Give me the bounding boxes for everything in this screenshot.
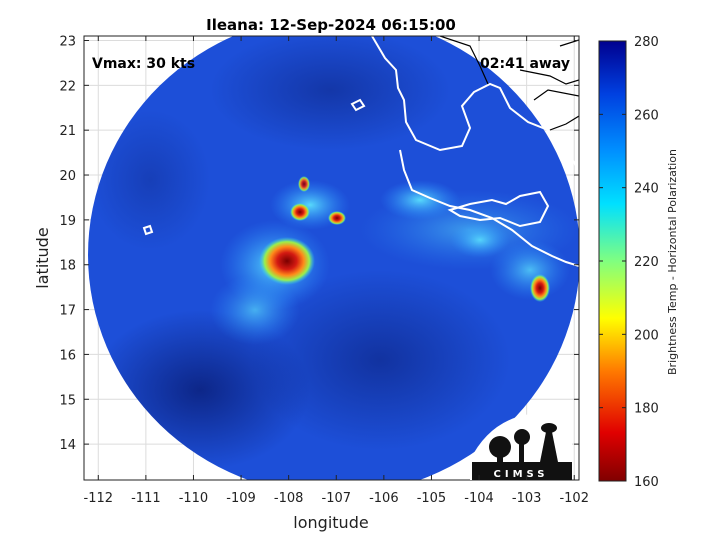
x-tick-label: -109 bbox=[226, 491, 256, 506]
colorbar-tick-label: 200 bbox=[634, 328, 659, 343]
y-axis-label: latitude bbox=[33, 227, 52, 288]
colorbar-tick-label: 260 bbox=[634, 108, 659, 123]
colorbar-ticks: 160 180 200 220 240 260 280 bbox=[599, 35, 659, 490]
colorbar-tick-label: 180 bbox=[634, 402, 659, 417]
x-tick-label: -105 bbox=[417, 491, 447, 506]
x-axis-label: longitude bbox=[293, 513, 368, 532]
colorbar-tick-label: 240 bbox=[634, 182, 659, 197]
y-tick-label: 19 bbox=[59, 214, 76, 229]
x-tick-label: -112 bbox=[84, 491, 114, 506]
y-axis: 14 15 16 17 18 19 20 21 22 23 bbox=[59, 34, 579, 453]
x-axis: -112 -111 -110 -109 -108 -107 -106 -105 -104 -103… bbox=[84, 36, 589, 506]
x-tick-label: -103 bbox=[512, 491, 542, 506]
y-tick-label: 15 bbox=[59, 393, 76, 408]
x-tick-label: -106 bbox=[369, 491, 399, 506]
colorbar-label: Brightness Temp - Horizontal Polarizatio… bbox=[666, 149, 679, 375]
time-away-label: 02:41 away bbox=[480, 56, 570, 72]
colorbar bbox=[598, 40, 627, 482]
colorbar-tick-label: 160 bbox=[634, 475, 659, 490]
vmax-label: Vmax: 30 kts bbox=[92, 56, 195, 72]
y-tick-label: 20 bbox=[59, 169, 76, 184]
y-tick-label: 21 bbox=[59, 124, 76, 139]
x-tick-label: -110 bbox=[179, 491, 209, 506]
colorbar-tick-label: 220 bbox=[634, 255, 659, 270]
y-tick-label: 17 bbox=[59, 304, 76, 319]
x-tick-label: -111 bbox=[131, 491, 161, 506]
y-tick-label: 14 bbox=[59, 438, 76, 453]
y-tick-label: 22 bbox=[59, 79, 76, 94]
coastline-outline bbox=[439, 36, 579, 131]
x-tick-label: -102 bbox=[559, 491, 589, 506]
x-tick-label: -104 bbox=[464, 491, 494, 506]
map-title: Ileana: 12-Sep-2024 06:15:00 bbox=[206, 16, 456, 34]
y-tick-label: 18 bbox=[59, 259, 76, 274]
y-tick-label: 23 bbox=[59, 34, 76, 49]
x-tick-label: -108 bbox=[274, 491, 304, 506]
cimss-logo-text: CIMSS bbox=[494, 469, 549, 480]
colorbar-tick-label: 280 bbox=[634, 35, 659, 50]
y-tick-label: 16 bbox=[59, 348, 76, 363]
coastline bbox=[142, 36, 579, 267]
cimss-logo: CIMSS bbox=[470, 413, 572, 480]
plot-border bbox=[83, 35, 580, 481]
x-tick-label: -107 bbox=[322, 491, 352, 506]
